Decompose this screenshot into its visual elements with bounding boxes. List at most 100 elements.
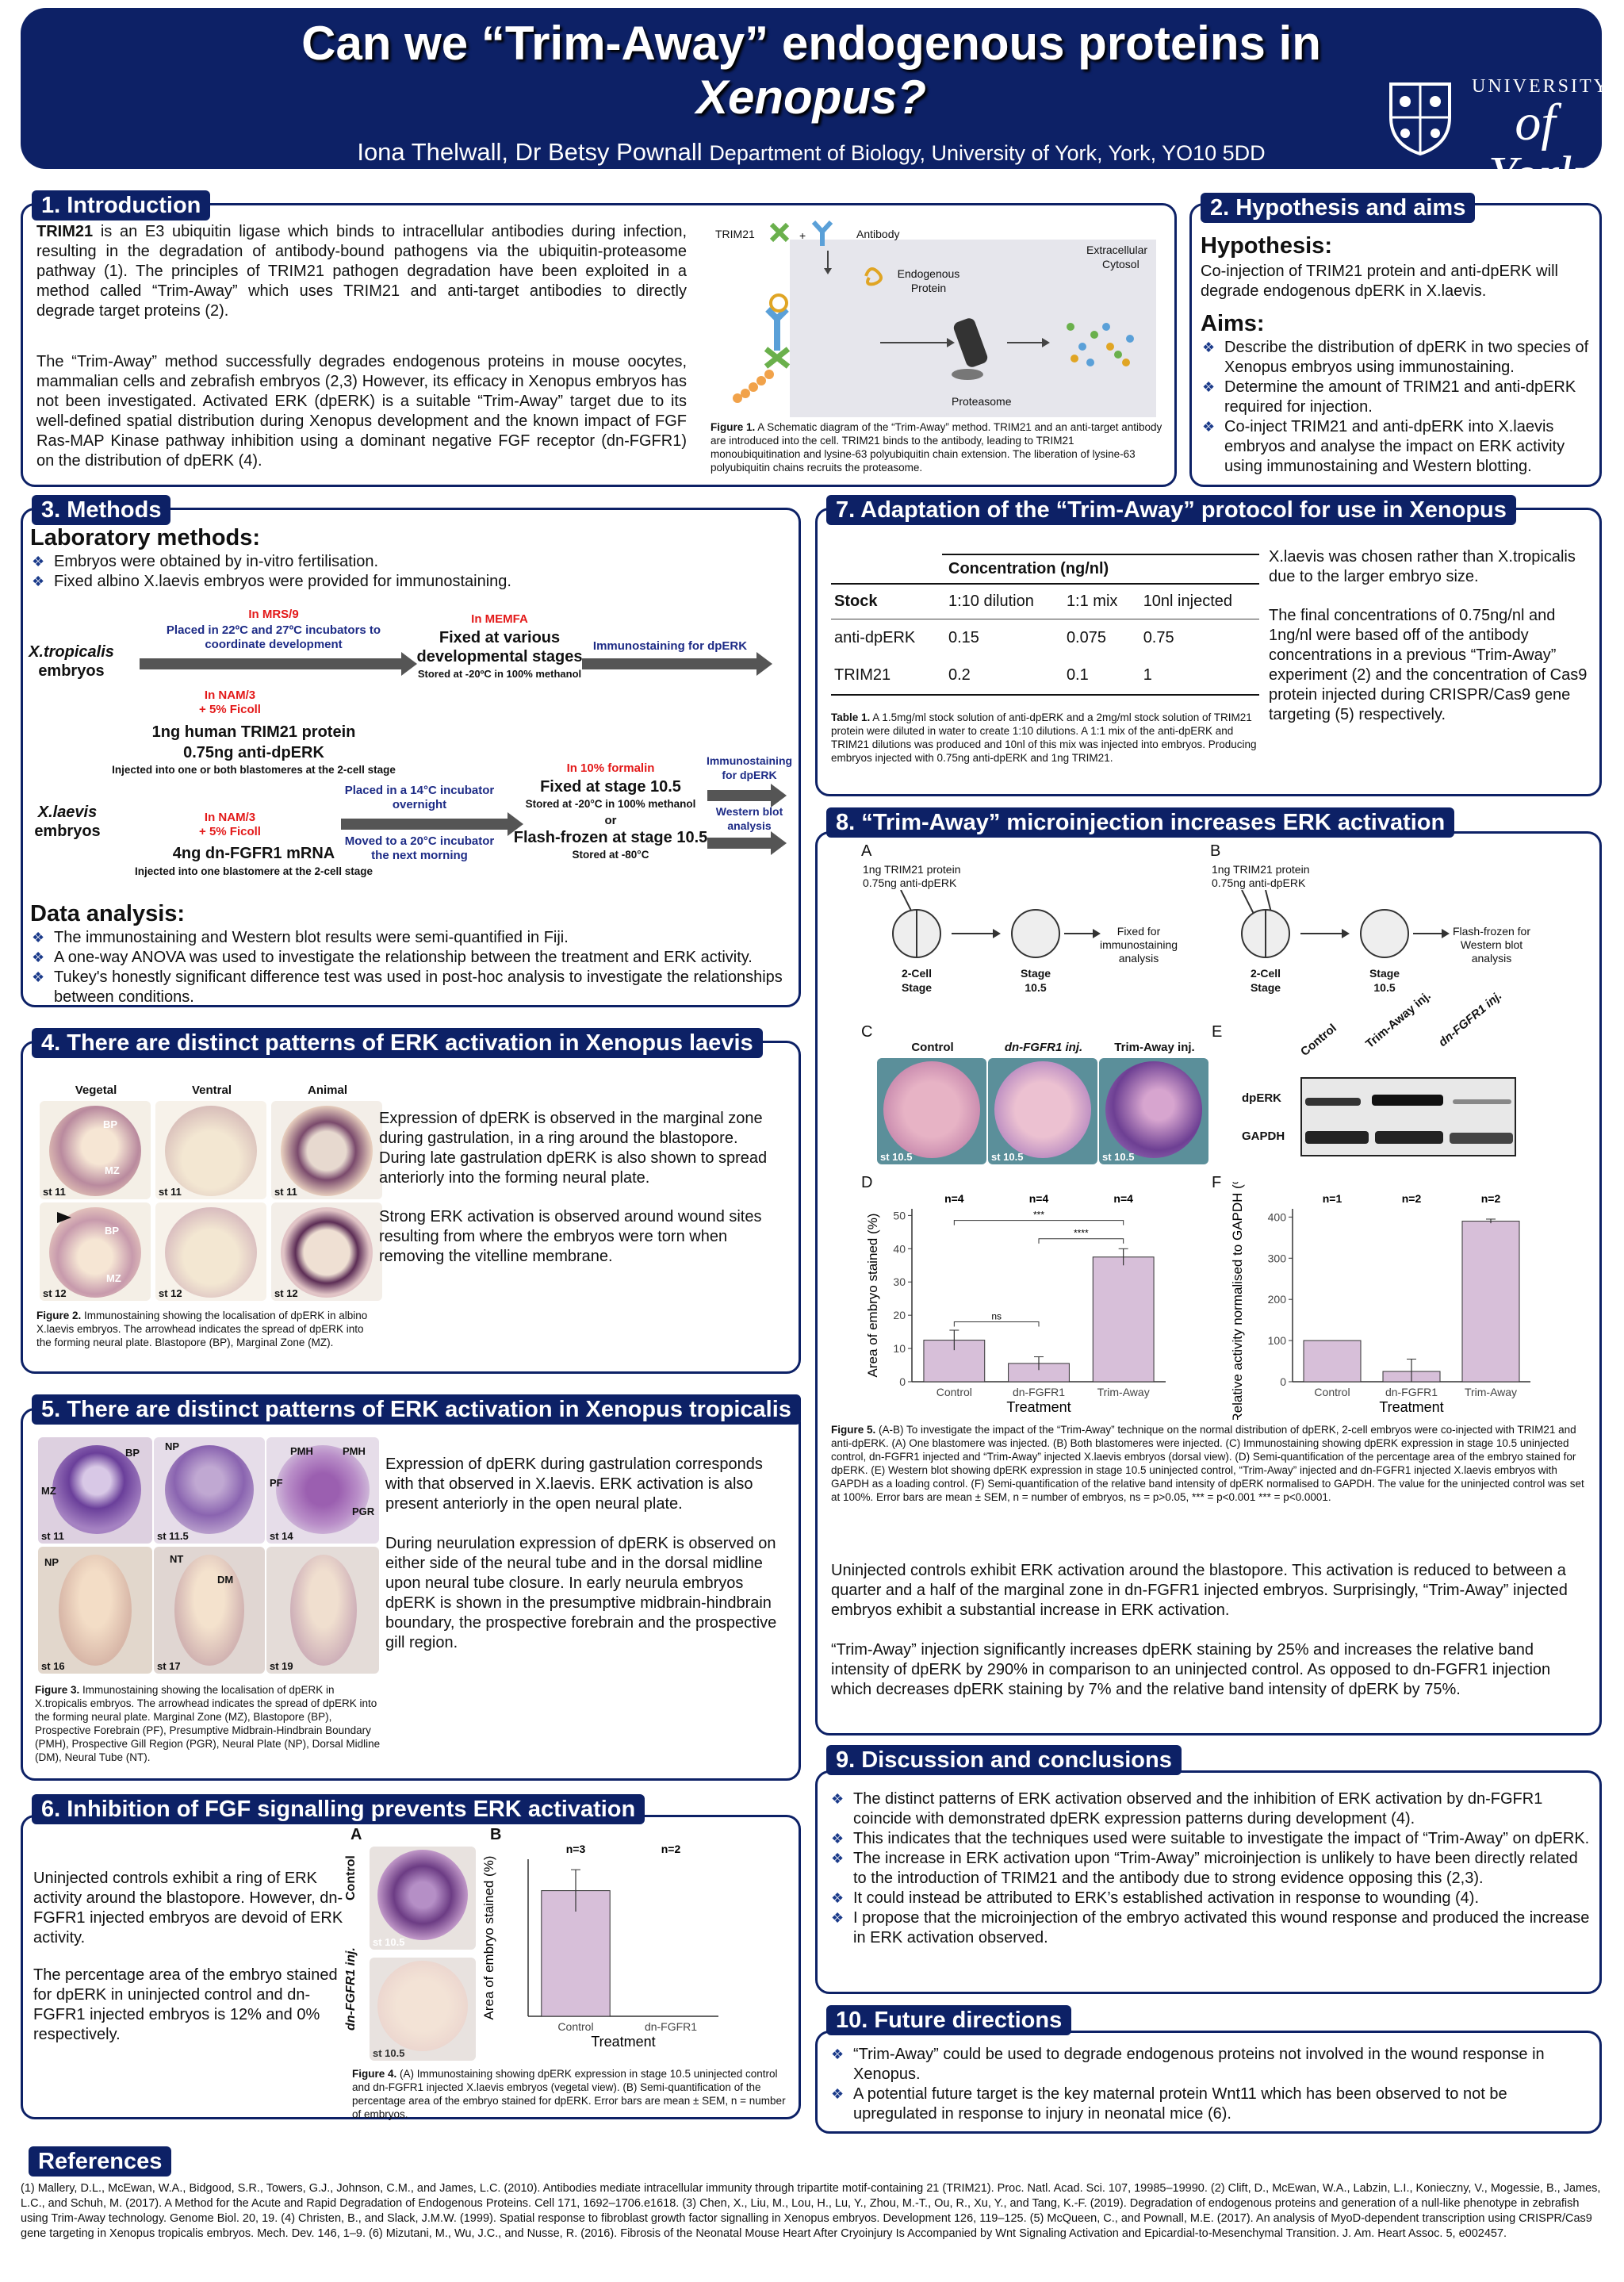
inj-both-label: Injected into one or both blastomeres at… bbox=[112, 764, 396, 776]
laevis-animal-st11: st 11 bbox=[271, 1101, 382, 1199]
pf-label: PF bbox=[270, 1477, 283, 1489]
laevis-animal-st12: st 12 bbox=[271, 1202, 382, 1301]
np-label: NP bbox=[44, 1556, 59, 1568]
intro-paragraph-2: The “Trim-Away” method successfully degr… bbox=[36, 353, 687, 470]
title-line-2: Xenopus? bbox=[695, 71, 926, 124]
x-tick-label: dn-FGFR1 bbox=[1013, 1386, 1065, 1398]
department: Department of Biology, University of Yor… bbox=[709, 141, 1266, 165]
mrna-label: 4ng dn-FGFR1 mRNA bbox=[172, 845, 335, 862]
authors: Iona Thelwall, Dr Betsy Pownall Departme… bbox=[21, 139, 1602, 167]
y-axis-label: Relative activity normalised to GAPDH (%… bbox=[1230, 1182, 1245, 1420]
table1-text: A 1.5mg/ml stock solution of anti-dpERK … bbox=[831, 711, 1257, 764]
x-tick-label: Control bbox=[557, 2020, 593, 2033]
figure3-caption: Figure 3. Immunostaining showing the loc… bbox=[35, 1683, 384, 1764]
lab-item: Fixed albino X.laevis embryos were provi… bbox=[30, 572, 776, 592]
panel-c-label: C bbox=[861, 1023, 873, 1041]
stage: Stage bbox=[1020, 967, 1051, 980]
two-cell-diagram-a-icon bbox=[892, 890, 1101, 958]
twocell: 2-Cell bbox=[1250, 967, 1281, 980]
table-cell: 0.15 bbox=[948, 629, 979, 646]
stage-label: st 16 bbox=[41, 1660, 65, 1672]
y-tick-label: 10 bbox=[893, 1342, 906, 1355]
data-analysis-list: The immunostaining and Western blot resu… bbox=[30, 928, 783, 1007]
aims-subheading: Aims: bbox=[1201, 311, 1265, 336]
x-axis-label: Treatment bbox=[1379, 1399, 1443, 1415]
stored20-label: Stored at -20ºC in 100% methanol bbox=[417, 668, 582, 680]
pmh-label: PMH bbox=[343, 1445, 366, 1457]
hypothesis-subheading: Hypothesis: bbox=[1201, 233, 1332, 259]
protein-word: Protein bbox=[910, 282, 947, 294]
twocell: 2-Cell bbox=[901, 967, 933, 980]
trimaway-results-heading: 8. “Trim-Away” microinjection increases … bbox=[826, 807, 1455, 838]
stage-label: st 14 bbox=[270, 1530, 293, 1542]
ficoll2: + 5% Ficoll bbox=[199, 825, 261, 838]
lab-methods-list: Embryos were obtained by in-vitro fertil… bbox=[30, 552, 776, 592]
discussion-item: This indicates that the techniques used … bbox=[829, 1829, 1591, 1849]
table-cell: 0.1 bbox=[1059, 657, 1137, 696]
figure5d-bar-chart: 0 10 20 30 40 50 Control n=4 dn-FGFR1 n=4 Trim-Awa… bbox=[865, 1192, 1166, 1415]
figure4-caption: Figure 4. (A) Immunostaining showing dpE… bbox=[352, 2067, 796, 2121]
y-tick-label: 50 bbox=[893, 1209, 906, 1222]
band bbox=[1375, 1131, 1443, 1144]
future-item: A potential future target is the key mat… bbox=[829, 2084, 1591, 2124]
fig4-control-embryo: st 10.5 bbox=[370, 1847, 476, 1950]
trop-st16: st 16 NP bbox=[38, 1547, 152, 1674]
y-tick-label: 30 bbox=[893, 1275, 906, 1288]
proteasome-icon bbox=[952, 318, 988, 380]
fixed105-label: Fixed at stage 10.5 bbox=[540, 778, 681, 796]
bp-label: BP bbox=[103, 1118, 118, 1130]
y-tick-label: 0 bbox=[899, 1375, 906, 1388]
panel-b-label: B bbox=[1210, 842, 1221, 860]
lab-methods-heading: Laboratory methods: bbox=[30, 525, 261, 550]
stage-label: st 11 bbox=[274, 1186, 297, 1198]
arrow-to-peptides-icon bbox=[1007, 338, 1050, 347]
laevis-vegetal-st12: st 12 BP MZ bbox=[40, 1202, 151, 1301]
laevis-ventral-st11: st 11 bbox=[155, 1101, 266, 1199]
stored80-label: Stored at -80°C bbox=[572, 849, 649, 861]
title-line-1: Can we “Trim-Away” endogenous proteins i… bbox=[301, 17, 1321, 70]
col-vegetal: Vegetal bbox=[75, 1083, 117, 1097]
row-label-dnf: dn-FGFR1 inj. bbox=[344, 1947, 358, 2031]
panel-a-label: A bbox=[861, 842, 872, 860]
flow-arrow-2 bbox=[582, 652, 772, 676]
xl-name: X.laevis bbox=[37, 803, 98, 821]
da-item: A one-way ANOVA was used to investigate … bbox=[30, 948, 783, 968]
bar bbox=[1092, 1256, 1155, 1383]
fgf-paragraph-2: The percentage area of the embryo staine… bbox=[33, 1966, 338, 2043]
table-col3-header: 10nl injected bbox=[1136, 584, 1259, 619]
moved20-label: Moved to a 20°C incubator the next morni… bbox=[344, 834, 495, 862]
stage-label: st 19 bbox=[270, 1660, 293, 1672]
figure5-schematics: A 1ng TRIM21 protein 0.75ng anti-dpERK 2-… bbox=[861, 842, 1575, 1009]
two-cell-diagram-b-icon bbox=[1241, 890, 1450, 958]
laevis-ventral-st12: st 12 bbox=[155, 1202, 266, 1301]
table-cell: anti-dpERK bbox=[834, 629, 916, 646]
x-tick-label: Trim-Away bbox=[1465, 1386, 1517, 1398]
extracellular-label: Extracellular bbox=[1086, 244, 1148, 256]
trim21-antibody-complex-icon bbox=[733, 293, 791, 403]
col-animal: Animal bbox=[307, 1083, 347, 1097]
university-crest-icon bbox=[1389, 82, 1451, 155]
pgr-label: PGR bbox=[352, 1505, 375, 1517]
n-label: n=2 bbox=[1402, 1192, 1422, 1205]
n-label: n=4 bbox=[1113, 1192, 1133, 1205]
nt-label: NT bbox=[170, 1553, 184, 1565]
fig3-text: Immunostaining showing the localisation … bbox=[35, 1684, 381, 1763]
bp-label: BP bbox=[125, 1447, 140, 1459]
x-tick-label: dn-FGFR1 bbox=[1385, 1386, 1438, 1398]
trop-st19: st 19 bbox=[266, 1547, 379, 1674]
discussion-item: It could instead be attributed to ERK’s … bbox=[829, 1889, 1591, 1908]
fig2-label: Figure 2. bbox=[36, 1310, 82, 1321]
antibody-label: Antibody bbox=[856, 228, 900, 240]
col-trimaway: Trim-Away inj. bbox=[1114, 1041, 1195, 1054]
intro-paragraph-1: TRIM21 is an E3 ubiquitin ligase which b… bbox=[36, 222, 687, 321]
adaptation-paragraph-1: X.laevis was chosen rather than X.tropic… bbox=[1269, 548, 1576, 585]
table-conc-header: Concentration (ng/nl) bbox=[942, 554, 1259, 585]
placed22-label: Placed in 22ºC and 27ºC incubators to co… bbox=[166, 623, 381, 651]
discussion-list: The distinct patterns of ERK activation … bbox=[829, 1789, 1591, 1948]
inj-one-label: Injected into one blastomere at the 2-ce… bbox=[134, 865, 373, 877]
gapdh-label: GAPDH bbox=[1242, 1129, 1285, 1143]
flash-frozen-label: Flash-frozen at stage 10.5 bbox=[513, 829, 708, 846]
nam1-label: In NAM/3 + 5% Ficoll bbox=[182, 688, 278, 717]
aims-list: Describe the distribution of dpERK in tw… bbox=[1201, 338, 1594, 477]
formalin-label: In 10% formalin bbox=[566, 761, 655, 775]
